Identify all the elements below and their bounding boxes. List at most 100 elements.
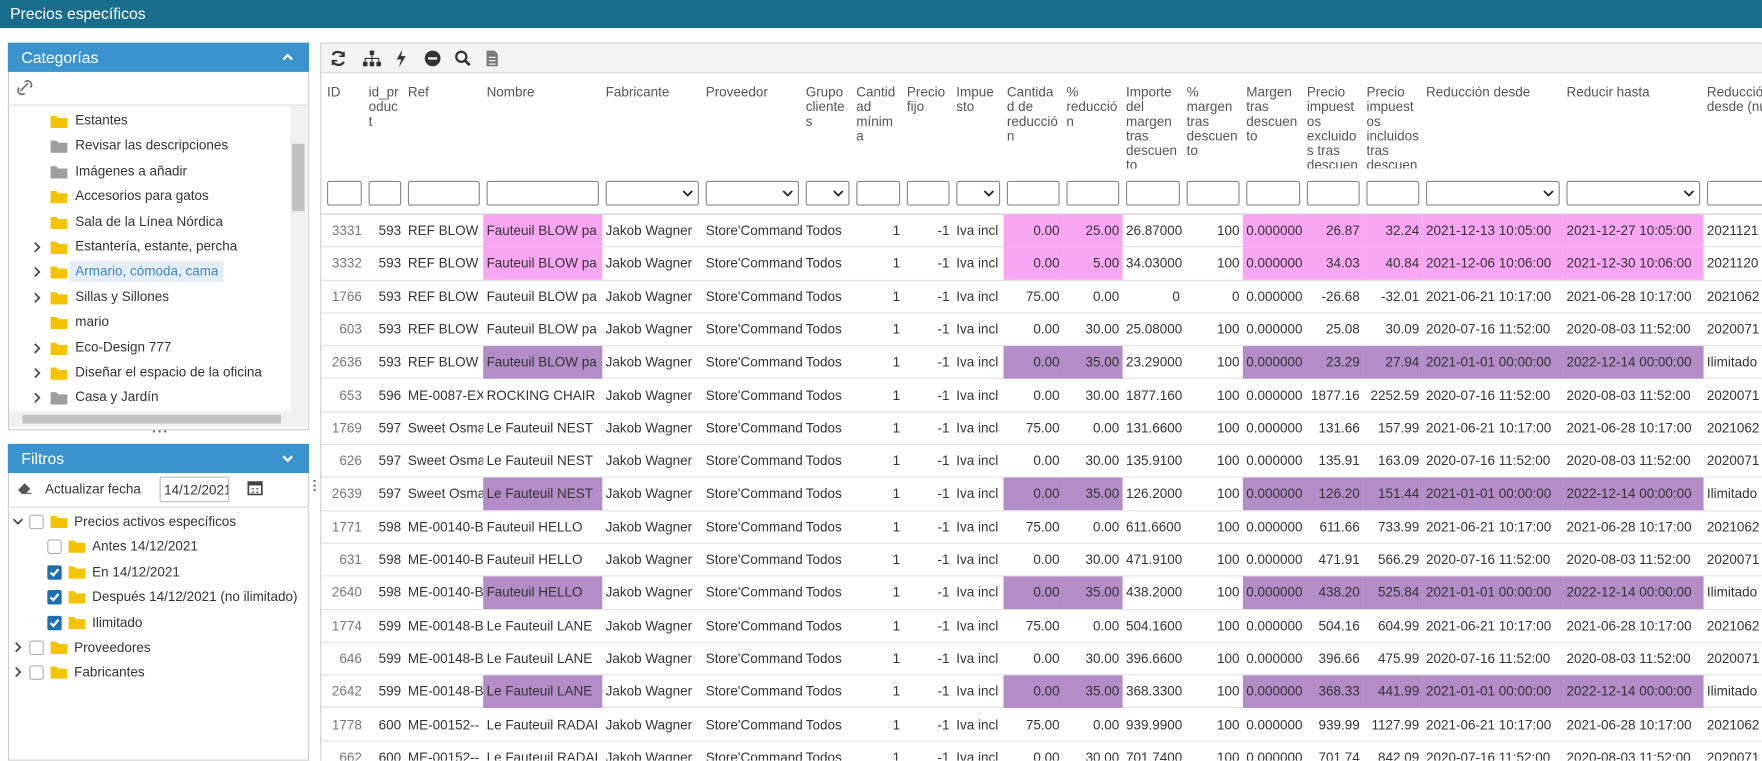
grid-row[interactable]: 3332 593 REF BLOW Fauteuil BLOW pa Jakob Wag… xyxy=(321,247,1762,281)
tree-icon[interactable] xyxy=(362,49,382,67)
column-header[interactable]: % reducción xyxy=(1066,85,1118,130)
column-filter-input[interactable] xyxy=(856,180,901,206)
grid-row[interactable]: 1766 593 REF BLOW Fauteuil BLOW pa Jakob Wag… xyxy=(321,280,1762,314)
column-header[interactable]: Cantidad mínima xyxy=(856,85,896,144)
expand-arrow[interactable] xyxy=(31,367,42,379)
column-header[interactable]: Ref xyxy=(407,85,429,101)
expand-arrow[interactable] xyxy=(31,267,42,278)
collapse-icon[interactable] xyxy=(281,51,294,64)
link-icon[interactable] xyxy=(16,79,34,97)
column-header[interactable]: Reducción desde xyxy=(1426,85,1531,101)
expand-arrow[interactable] xyxy=(12,516,24,527)
filter-item[interactable]: Ilimitado xyxy=(9,611,308,633)
grid-row[interactable]: 1769 597 Sweet Osma Le Fauteuil NEST Jakob W… xyxy=(321,412,1762,446)
column-filter-input[interactable] xyxy=(906,180,950,206)
tree-item[interactable]: mario xyxy=(9,311,290,333)
column-filter-select[interactable] xyxy=(705,180,799,206)
tree-item[interactable]: Imágenes a añadir xyxy=(9,160,290,182)
expand-arrow[interactable] xyxy=(31,393,42,404)
expand-icon[interactable] xyxy=(281,452,294,465)
column-filter-input[interactable] xyxy=(368,180,402,206)
filters-header[interactable]: Filtros xyxy=(7,443,310,474)
column-header[interactable]: ID xyxy=(327,85,341,101)
column-filter-input[interactable] xyxy=(1306,180,1360,206)
filter-item[interactable]: Fabricantes xyxy=(9,661,308,683)
checkbox[interactable] xyxy=(47,565,62,580)
column-header[interactable]: Grupo clientes xyxy=(805,85,845,130)
expand-arrow[interactable] xyxy=(31,342,42,353)
checkbox[interactable] xyxy=(47,615,62,630)
grid-row[interactable]: 1774 599 ME-00148-B Le Fauteuil LANE Jakob W… xyxy=(321,610,1762,643)
column-header[interactable]: Impuesto xyxy=(956,85,994,115)
filter-item[interactable]: En 14/12/2021 xyxy=(9,561,308,583)
column-filter-input[interactable] xyxy=(327,180,362,206)
column-filter-select[interactable] xyxy=(1426,180,1560,206)
tree-item[interactable]: Sillas y Sillones xyxy=(9,286,290,308)
grid-row[interactable]: 1771 598 ME-00140-B Fauteuil HELLO Jakob Wag… xyxy=(321,511,1762,544)
column-header[interactable]: Reducción desde (num) xyxy=(1706,85,1762,115)
tree-item[interactable]: Revisar las descripciones xyxy=(9,135,290,157)
grid-row[interactable]: 2640 598 ME-00140-B Fauteuil HELLO Jakob Wag… xyxy=(321,576,1762,610)
column-header[interactable]: Proveedor xyxy=(705,85,768,101)
grid-row[interactable]: 626 597 Sweet Osma Le Fauteuil NEST Jakob Wa… xyxy=(321,445,1762,479)
tree-item[interactable]: Sala de la Línea Nórdica xyxy=(9,211,290,233)
grid-row[interactable]: 2636 593 REF BLOW Fauteuil BLOW pa Jakob Wag… xyxy=(321,346,1762,380)
column-header[interactable]: Nombre xyxy=(486,85,535,101)
filter-item[interactable]: Precios activos específicos xyxy=(9,510,308,532)
column-filter-select[interactable] xyxy=(956,180,1001,206)
splitter[interactable] xyxy=(312,478,316,494)
tree-item[interactable]: Eco-Design 777 xyxy=(9,337,290,359)
column-filter-input[interactable] xyxy=(1066,180,1120,206)
tree-item[interactable]: Accesorios para gatos xyxy=(9,186,290,208)
calendar-icon[interactable] xyxy=(247,480,263,496)
expand-arrow[interactable] xyxy=(12,667,23,678)
expand-arrow[interactable] xyxy=(12,642,23,653)
grid-row[interactable]: 631 598 ME-00140-B Fauteuil HELLO Jakob Wagn… xyxy=(321,544,1762,577)
date-input[interactable]: 14/12/2021 xyxy=(159,476,230,503)
horizontal-scrollbar[interactable] xyxy=(8,411,307,428)
flash-icon[interactable] xyxy=(396,49,407,68)
tree-item[interactable]: Estantería, estante, percha xyxy=(9,236,290,258)
remove-icon[interactable] xyxy=(424,49,442,67)
expand-arrow[interactable] xyxy=(31,292,42,303)
column-header[interactable]: Cantidad de reducción xyxy=(1006,85,1058,144)
grid-row[interactable]: 2642 599 ME-00148-B Le Fauteuil LANE Jakob W… xyxy=(321,675,1762,709)
scroll-thumb[interactable] xyxy=(22,414,281,424)
scroll-thumb[interactable] xyxy=(292,143,305,212)
filter-item[interactable]: Después 14/12/2021 (no ilimitado) xyxy=(9,586,308,608)
column-filter-input[interactable] xyxy=(1186,180,1240,206)
column-filter-input[interactable] xyxy=(1246,180,1301,206)
tree-item[interactable]: Armario, cómoda, cama xyxy=(9,261,290,283)
column-filter-input[interactable] xyxy=(1125,180,1180,206)
grid-row[interactable]: 2639 597 Sweet Osma Le Fauteuil NEST Jakob W… xyxy=(321,478,1762,511)
export-icon[interactable] xyxy=(485,49,498,67)
column-header[interactable]: Fabricante xyxy=(605,85,670,101)
column-header[interactable]: Precio impuestos incluidos tras descuent… xyxy=(1366,85,1419,169)
checkbox[interactable] xyxy=(47,590,62,605)
checkbox[interactable] xyxy=(47,539,62,555)
column-header[interactable]: Reducir hasta xyxy=(1566,85,1650,101)
eraser-icon[interactable] xyxy=(16,480,34,496)
column-header[interactable]: Margen tras descuento xyxy=(1246,85,1298,144)
tree-item[interactable]: Diseñar el espacio de la oficina xyxy=(9,362,290,384)
column-filter-input[interactable] xyxy=(486,180,599,206)
tree-item[interactable]: Casa y Jardín xyxy=(9,387,290,409)
column-filter-select[interactable] xyxy=(1566,180,1701,206)
splitter[interactable] xyxy=(151,428,169,435)
refresh-icon[interactable] xyxy=(329,49,347,67)
column-filter-input[interactable] xyxy=(1366,180,1420,206)
expand-arrow[interactable] xyxy=(31,242,42,253)
column-header[interactable]: id_product xyxy=(368,85,399,130)
filter-item[interactable]: Proveedores xyxy=(9,636,308,658)
tree-item[interactable]: Estantes xyxy=(9,110,290,132)
column-header[interactable]: % margen tras descuento xyxy=(1186,85,1238,159)
column-filter-input[interactable] xyxy=(1006,180,1060,206)
grid-row[interactable]: 653 596 ME-0087-EX ROCKING CHAIR Jakob Wagne… xyxy=(321,379,1762,413)
filter-item[interactable]: Antes 14/12/2021 xyxy=(9,535,308,557)
grid-row[interactable]: 603 593 REF BLOW Fauteuil BLOW pa Jakob Wagn… xyxy=(321,313,1762,347)
checkbox[interactable] xyxy=(29,514,44,530)
column-header[interactable]: Precio fijo xyxy=(906,85,946,115)
vertical-scrollbar[interactable] xyxy=(289,105,307,412)
column-header[interactable]: Precio impuestos excluidos tras descuent… xyxy=(1306,85,1358,169)
column-header[interactable]: Importe del margen tras descuento xyxy=(1125,85,1177,169)
